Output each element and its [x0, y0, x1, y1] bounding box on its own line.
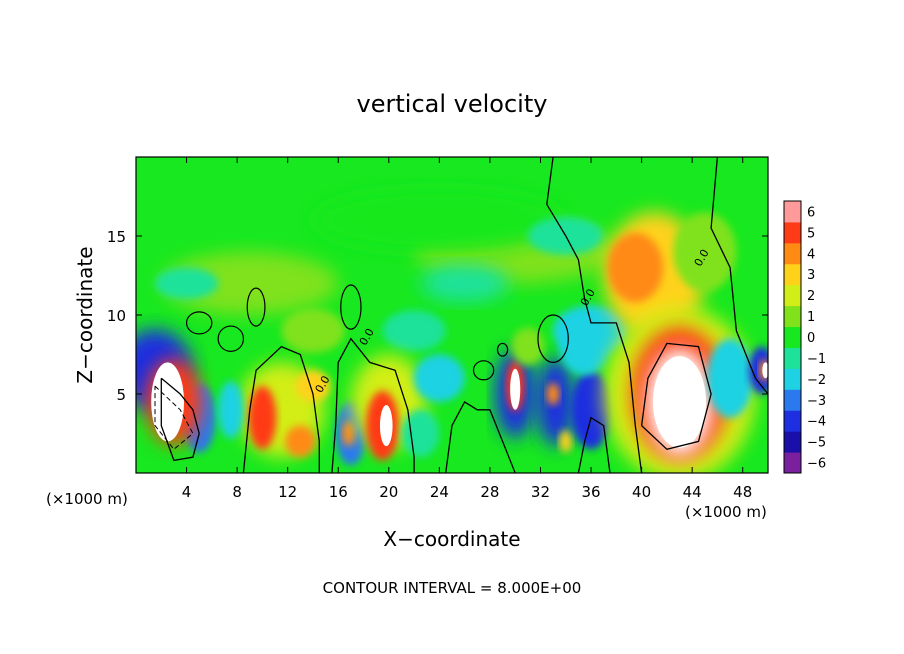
x-tick-label: 4 — [182, 483, 192, 501]
field-cell — [285, 425, 316, 458]
colorbar-tick-label: 2 — [807, 289, 815, 304]
field-cell — [707, 338, 753, 418]
zero-contour-loop — [472, 360, 495, 381]
colorbar-swatch — [784, 410, 801, 432]
x-tick-label: 28 — [480, 483, 499, 501]
y-tick-label: 5 — [116, 386, 126, 404]
x-tick-label: 16 — [329, 483, 348, 501]
colorbar-swatch — [784, 347, 801, 369]
zero-contour-line — [445, 400, 516, 473]
zero-contour-loop — [496, 342, 509, 357]
x-tick-label: 48 — [733, 483, 752, 501]
x-tick-label: 24 — [430, 483, 449, 501]
colorbar-tick-label: 6 — [807, 205, 815, 220]
zero-contour-loop — [246, 287, 266, 327]
colorbar-swatch — [784, 305, 801, 328]
y-axis-title: Z−coordinate — [73, 246, 97, 383]
field-cell — [749, 346, 768, 394]
updraft-core — [510, 368, 521, 410]
field-cell — [218, 381, 244, 439]
updraft-core — [762, 362, 768, 379]
x-tick-label: 32 — [531, 483, 550, 501]
colorbar-tick-label: −2 — [807, 373, 826, 388]
zero-contour-line — [160, 377, 200, 462]
zero-contour-line — [331, 337, 415, 473]
plot-area: 0.00.00.00.0 — [135, 156, 769, 474]
colorbar-swatch — [784, 389, 801, 411]
field-cell — [401, 409, 440, 458]
field-cell — [546, 382, 560, 406]
field-cell — [414, 354, 465, 402]
colorbar-swatch — [784, 284, 801, 307]
colorbar-tick-label: −1 — [807, 352, 826, 367]
field-cell — [382, 310, 446, 352]
field-cell — [559, 318, 610, 376]
field-cell — [570, 370, 612, 450]
colorbar-swatch — [784, 368, 801, 390]
colorbar-tick-label: −6 — [807, 457, 826, 472]
field-cell — [342, 420, 355, 447]
x-tick-label: 44 — [683, 483, 702, 501]
colorbar-swatch — [784, 452, 801, 474]
y-tick-label: 15 — [107, 228, 126, 246]
colorbar-swatch — [784, 221, 801, 244]
field-cell — [312, 188, 566, 252]
colorbar-tick-label: 3 — [807, 268, 815, 283]
colorbar-swatch — [784, 201, 801, 223]
zero-contour-loop — [340, 284, 362, 330]
colorbar: 6 5 4 3 2 1 0 −1 −2 −3 −4 −5 −6 — [783, 200, 826, 474]
field-cell — [248, 386, 277, 450]
zero-contour-loop — [217, 325, 245, 352]
colorbar-tick-label: −4 — [807, 415, 826, 430]
chart-title: vertical velocity — [357, 90, 548, 118]
field-cell — [673, 212, 737, 292]
negative-contour-line — [154, 385, 194, 451]
field-cell — [420, 264, 509, 303]
field-cell — [511, 327, 545, 366]
y-tick-label: 10 — [107, 307, 126, 325]
field-cell — [295, 370, 331, 402]
x-axis-title: X−coordinate — [383, 527, 520, 551]
x-tick-label: 36 — [581, 483, 600, 501]
zero-contour-line — [546, 157, 643, 473]
x-tick-label: 12 — [278, 483, 297, 501]
updraft-core — [379, 405, 393, 447]
x-tick-label: 40 — [632, 483, 651, 501]
zero-contour-loop — [185, 311, 213, 335]
colorbar-tick-label: 4 — [807, 247, 815, 262]
x-axis: 4 8 12 16 20 24 28 32 36 40 44 48 — [182, 157, 752, 501]
colorbar-tick-label: 5 — [807, 226, 815, 241]
field-cell — [161, 251, 339, 315]
zero-contour-line — [242, 345, 320, 473]
colorbar-tick-label: −5 — [807, 436, 826, 451]
zero-contour-line — [710, 157, 768, 395]
x-tick-label: 8 — [232, 483, 242, 501]
colorbar-swatch — [784, 431, 801, 453]
colorbar-frame — [783, 200, 802, 474]
y-axis: 5 10 15 — [107, 228, 768, 404]
zero-contour-loop — [537, 314, 569, 364]
zero-contour-line — [640, 342, 712, 451]
colorbar-tick-label: −3 — [807, 394, 826, 409]
zero-contour-line — [577, 416, 611, 473]
contour-interval-footer: CONTOUR INTERVAL = 8.000E+00 — [323, 579, 582, 597]
field-cell — [559, 430, 573, 453]
colorbar-swatch — [784, 326, 801, 348]
field-cell — [607, 232, 664, 303]
field-cell — [154, 267, 219, 300]
x-unit-label-left: (×1000 m) — [46, 490, 128, 508]
colorbar-swatch — [784, 263, 801, 286]
colorbar-tick-label: 0 — [807, 331, 815, 346]
x-unit-label-right: (×1000 m) — [685, 503, 767, 521]
updraft-core — [151, 362, 185, 442]
colorbar-tick-label: 1 — [807, 310, 815, 325]
x-tick-label: 20 — [379, 483, 398, 501]
colorbar-swatch — [784, 242, 801, 265]
updraft-core — [652, 356, 707, 448]
field-cell — [281, 308, 345, 353]
